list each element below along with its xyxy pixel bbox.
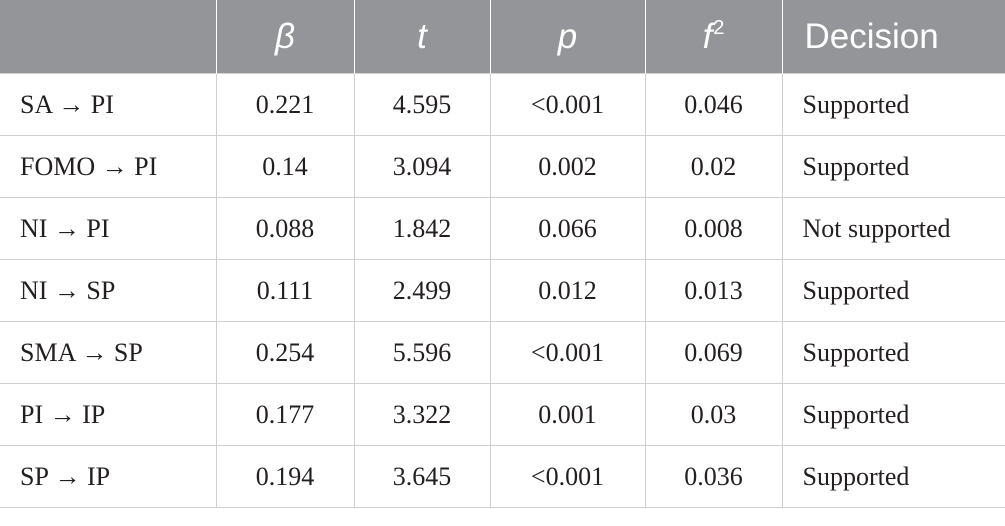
cell-f2: 0.013 xyxy=(644,259,783,322)
table-row: FOMO → PI 0.14 3.094 0.002 0.02 Supported xyxy=(0,135,1005,198)
cell-beta: 0.221 xyxy=(215,73,355,136)
cell-f2: 0.02 xyxy=(644,135,783,198)
header-p: p xyxy=(490,0,646,74)
cell-beta: 0.14 xyxy=(215,135,355,198)
header-f2-superscript: 2 xyxy=(713,16,725,39)
header-row: β t p f2 Decision xyxy=(0,0,1005,74)
cell-f2: 0.03 xyxy=(644,383,783,446)
table-row: NI → PI 0.088 1.842 0.066 0.008 Not supported xyxy=(0,197,1005,260)
header-f2-base: f xyxy=(702,16,713,56)
header-f2: f2 xyxy=(645,0,783,74)
cell-decision: Not supported xyxy=(781,197,1005,260)
cell-t: 5.596 xyxy=(353,321,491,384)
cell-p: 0.012 xyxy=(489,259,646,322)
cell-decision: Supported xyxy=(781,383,1005,446)
cell-beta: 0.177 xyxy=(215,383,355,446)
cell-p: 0.002 xyxy=(489,135,646,198)
cell-p: 0.066 xyxy=(489,197,646,260)
cell-decision: Supported xyxy=(781,445,1005,508)
header-t: t xyxy=(354,0,491,74)
cell-f2: 0.036 xyxy=(644,445,783,508)
cell-beta: 0.111 xyxy=(215,259,355,322)
cell-path: SMA → SP xyxy=(0,321,217,384)
cell-beta: 0.088 xyxy=(215,197,355,260)
table-header: β t p f2 Decision xyxy=(0,0,1005,74)
cell-decision: Supported xyxy=(781,259,1005,322)
table-row: SMA → SP 0.254 5.596 <0.001 0.069 Supported xyxy=(0,321,1005,384)
results-table: β t p f2 Decision SA → PI 0.221 4.595 <0.00… xyxy=(0,0,1005,508)
cell-p: <0.001 xyxy=(489,445,646,508)
cell-t: 1.842 xyxy=(353,197,491,260)
cell-path: PI → IP xyxy=(0,383,217,446)
header-path xyxy=(0,0,217,74)
cell-t: 3.645 xyxy=(353,445,491,508)
cell-path: NI → PI xyxy=(0,197,217,260)
cell-path: FOMO → PI xyxy=(0,135,217,198)
table-row: SA → PI 0.221 4.595 <0.001 0.046 Supported xyxy=(0,73,1005,136)
header-beta: β xyxy=(216,0,355,74)
cell-t: 3.322 xyxy=(353,383,491,446)
cell-path: SA → PI xyxy=(0,73,217,136)
cell-path: NI → SP xyxy=(0,259,217,322)
cell-f2: 0.046 xyxy=(644,73,783,136)
cell-path: SP → IP xyxy=(0,445,217,508)
cell-t: 4.595 xyxy=(353,73,491,136)
cell-p: <0.001 xyxy=(489,73,646,136)
header-decision: Decision xyxy=(782,0,1005,74)
cell-decision: Supported xyxy=(781,321,1005,384)
cell-decision: Supported xyxy=(781,135,1005,198)
cell-t: 3.094 xyxy=(353,135,491,198)
table-row: NI → SP 0.111 2.499 0.012 0.013 Supported xyxy=(0,259,1005,322)
cell-f2: 0.069 xyxy=(644,321,783,384)
cell-decision: Supported xyxy=(781,73,1005,136)
cell-beta: 0.254 xyxy=(215,321,355,384)
table-row: SP → IP 0.194 3.645 <0.001 0.036 Supported xyxy=(0,445,1005,508)
table-row: PI → IP 0.177 3.322 0.001 0.03 Supported xyxy=(0,383,1005,446)
cell-t: 2.499 xyxy=(353,259,491,322)
cell-beta: 0.194 xyxy=(215,445,355,508)
cell-p: <0.001 xyxy=(489,321,646,384)
cell-f2: 0.008 xyxy=(644,197,783,260)
table-body: SA → PI 0.221 4.595 <0.001 0.046 Supported FOM… xyxy=(0,73,1005,508)
cell-p: 0.001 xyxy=(489,383,646,446)
